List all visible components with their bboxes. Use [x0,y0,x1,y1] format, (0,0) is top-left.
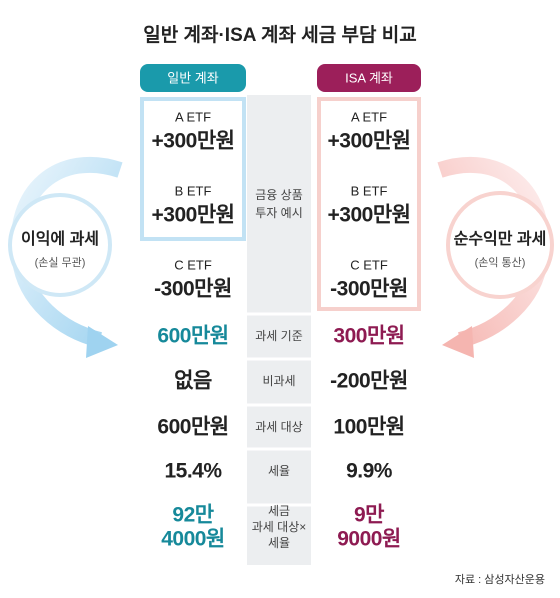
etf-name: A ETF [351,109,387,124]
etf-value: +300만원 [328,204,411,227]
general-header-text: 일반 계좌 [167,70,218,85]
general-value: 92만 [172,504,213,527]
isa-value: 9000원 [337,528,401,551]
row-label: 비과세 [262,374,295,388]
middle-label: 투자 예시 [255,206,303,220]
middle-label: 금융 상품 [255,188,303,202]
etf-value: +300만원 [328,130,411,153]
general-box [140,97,246,241]
isa-value: 100만원 [333,416,404,439]
right-circle-sub: (손익 통산) [475,256,526,269]
right-circle-main: 순수익만 과세 [454,229,547,248]
row-label: 세금 [268,504,290,518]
left-circle-sub: (손실 무관) [35,256,86,269]
general-value: 600만원 [157,325,228,348]
etf-name: B ETF [351,183,388,198]
row-label: 과세 대상× [252,520,307,534]
row-label: 세율 [268,536,290,550]
isa-box [317,97,421,311]
etf-value: +300만원 [152,130,235,153]
left-circle-main: 이익에 과세 [21,229,99,248]
row-label: 과세 대상 [255,420,303,434]
etf-name: B ETF [175,183,212,198]
row-label: 세율 [268,464,290,478]
etf-value: -300만원 [154,278,232,301]
row-label: 과세 기준 [255,329,303,343]
general-value: 600만원 [157,416,228,439]
etf-name: C ETF [350,257,388,272]
general-value: 15.4% [164,460,222,483]
etf-value: +300만원 [152,204,235,227]
general-value: 4000원 [161,528,225,551]
source: 자료 : 삼성자산운용 [455,573,545,586]
isa-header-text: ISA 계좌 [345,70,393,85]
right-arrowhead [442,326,474,358]
isa-value: 9만 [354,504,384,527]
etf-name: C ETF [174,257,212,272]
isa-value: 300만원 [333,325,404,348]
general-value: 없음 [174,370,212,393]
etf-value: -300만원 [330,278,408,301]
right-circle [446,191,554,299]
left-arrowhead [86,326,118,358]
isa-header [317,64,421,92]
left-circle [8,193,112,297]
middle-band [247,95,311,565]
etf-name: A ETF [175,109,211,124]
isa-value: 9.9% [346,460,393,483]
isa-value: -200만원 [330,370,408,393]
general-header [140,64,246,92]
title: 일반 계좌·ISA 계좌 세금 부담 비교 [143,24,416,46]
